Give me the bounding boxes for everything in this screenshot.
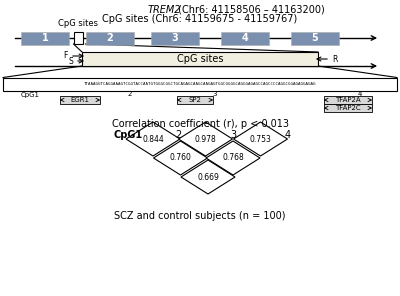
Bar: [3, 78, 397, 91]
Text: TFAP2C: TFAP2C: [335, 105, 361, 111]
Text: 5: 5: [312, 33, 318, 43]
Text: (Chr6: 41158506 – 41163200): (Chr6: 41158506 – 41163200): [175, 5, 325, 15]
Bar: [291, 31, 339, 44]
Text: TREM2: TREM2: [148, 5, 182, 15]
Bar: [74, 32, 82, 44]
Bar: [86, 31, 134, 44]
Text: TFAP2A: TFAP2A: [335, 97, 361, 103]
Text: 2: 2: [107, 33, 113, 43]
Text: S: S: [68, 57, 73, 65]
Text: TTAAAGGTCAGGAAAGTCGGTACCAATGTGGGCGGCTGCAGAGCAAGCAAGAGTGGCGGGGCAGGGAGAGCCAGCCCCAG: TTAAAGGTCAGGAAAGTCGGTACCAATGTGGGCGGCTGCA…: [84, 82, 316, 86]
Polygon shape: [154, 141, 208, 175]
Text: R: R: [332, 54, 337, 64]
Text: CpG sites (Chr6: 41159675 - 41159767): CpG sites (Chr6: 41159675 - 41159767): [102, 14, 298, 24]
Bar: [21, 31, 69, 44]
Bar: [324, 96, 372, 104]
Text: 3: 3: [230, 130, 236, 140]
Text: EGR1: EGR1: [70, 97, 90, 103]
Bar: [177, 96, 213, 104]
Text: 0.760: 0.760: [170, 154, 192, 163]
Text: CpG sites: CpG sites: [58, 19, 98, 28]
Text: F: F: [64, 52, 68, 60]
Polygon shape: [206, 141, 260, 175]
Text: CpG sites: CpG sites: [177, 54, 223, 64]
Text: 0.844: 0.844: [142, 134, 164, 144]
Text: 4: 4: [285, 130, 291, 140]
Text: 1: 1: [42, 33, 48, 43]
Bar: [82, 52, 318, 66]
Text: 0.669: 0.669: [197, 173, 219, 181]
Text: 0.753: 0.753: [250, 134, 272, 144]
Text: Correlation coefficient (r), p < 0.013: Correlation coefficient (r), p < 0.013: [112, 119, 288, 129]
Polygon shape: [178, 122, 232, 156]
Text: SP2: SP2: [188, 97, 202, 103]
Text: 0.978: 0.978: [195, 134, 216, 144]
Text: CpG1: CpG1: [20, 91, 40, 97]
Polygon shape: [126, 122, 180, 156]
Text: 4: 4: [358, 91, 362, 97]
Bar: [151, 31, 199, 44]
Text: 0.768: 0.768: [222, 154, 244, 163]
Text: 2: 2: [175, 130, 181, 140]
Text: 4: 4: [242, 33, 248, 43]
Bar: [221, 31, 269, 44]
Text: SCZ and control subjects (n = 100): SCZ and control subjects (n = 100): [114, 211, 286, 221]
Text: CpG1: CpG1: [114, 130, 142, 140]
Text: 2: 2: [128, 91, 132, 97]
Polygon shape: [181, 160, 235, 194]
Text: 3: 3: [172, 33, 178, 43]
Bar: [324, 104, 372, 112]
Polygon shape: [234, 122, 288, 156]
Text: 3: 3: [213, 91, 217, 97]
Bar: [60, 96, 100, 104]
